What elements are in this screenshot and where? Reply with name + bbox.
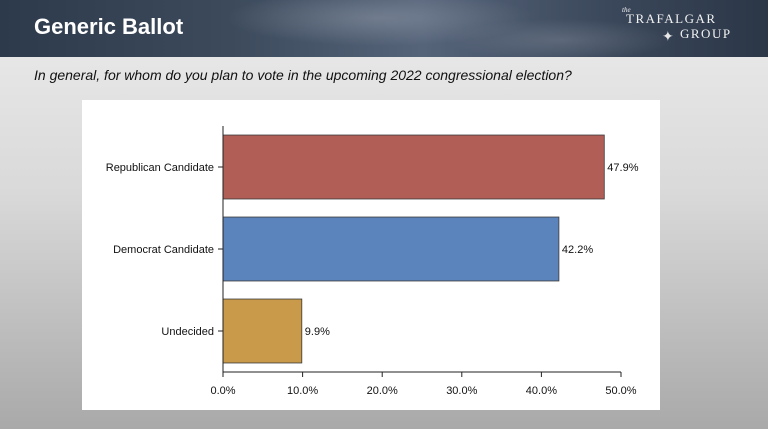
x-tick-label: 0.0% — [210, 385, 235, 397]
category-label: Republican Candidate — [106, 162, 214, 174]
page-title: Generic Ballot — [34, 14, 184, 39]
category-label: Undecided — [161, 326, 214, 338]
category-label: Democrat Candidate — [113, 244, 214, 256]
logo-line2-text: GROUP — [680, 26, 732, 41]
data-label: 9.9% — [305, 326, 330, 338]
bar-chart: Republican Candidate 47.9% Democrat Candid… — [106, 126, 639, 397]
x-tick-label: 30.0% — [446, 385, 477, 397]
x-tick-label: 10.0% — [287, 385, 318, 397]
x-tick-label: 50.0% — [605, 385, 636, 397]
chart-panel: Republican Candidate 47.9% Democrat Candid… — [82, 100, 660, 410]
logo-line1-text: TRAFALGAR — [626, 11, 717, 26]
x-tick-label: 20.0% — [367, 385, 398, 397]
x-tick-label: 40.0% — [526, 385, 557, 397]
header-banner: Generic Ballot the TRAFALGAR ✦ GROUP — [0, 0, 768, 57]
bar — [222, 216, 560, 282]
compass-star-icon: ✦ — [662, 28, 674, 44]
survey-question: In general, for whom do you plan to vote… — [34, 67, 572, 83]
trafalgar-logo: the TRAFALGAR ✦ GROUP — [620, 6, 745, 52]
data-label: 47.9% — [607, 162, 638, 174]
bar — [222, 134, 605, 200]
logo-the-text: the — [622, 6, 631, 14]
bar — [222, 298, 303, 364]
data-label: 42.2% — [562, 244, 593, 256]
